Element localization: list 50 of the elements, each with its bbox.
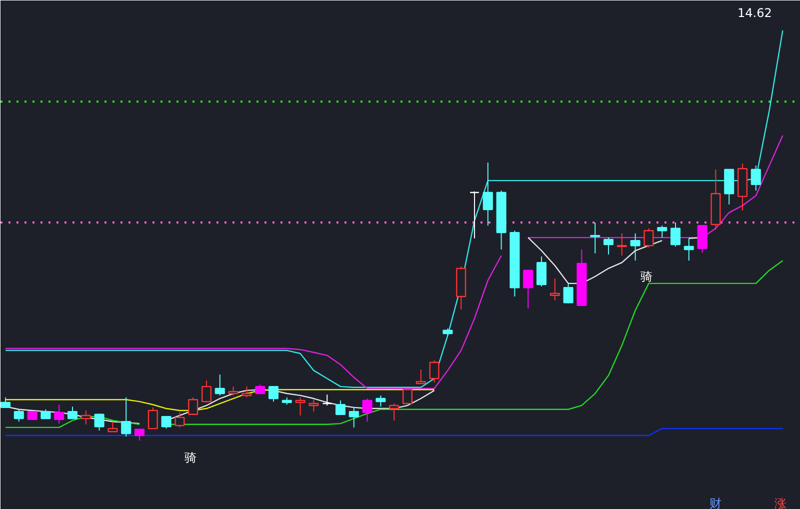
candlestick — [416, 369, 426, 384]
candlestick — [376, 394, 386, 408]
text: 14.62 — [738, 6, 772, 20]
candlestick — [54, 404, 64, 424]
text: 骑 — [184, 450, 196, 464]
candlestick — [590, 222, 600, 254]
candlestick — [14, 408, 24, 422]
candlestick — [214, 374, 225, 396]
candlestick — [670, 222, 681, 247]
candlestick — [630, 232, 640, 262]
candlestick — [94, 413, 104, 431]
candlestick — [322, 394, 332, 406]
candlestick — [389, 403, 400, 421]
candlestick — [523, 270, 534, 309]
candlestick — [644, 228, 654, 248]
candlestick — [0, 396, 11, 408]
candlestick — [268, 386, 279, 402]
text: 财 — [710, 496, 722, 509]
candlestick — [469, 190, 480, 239]
candlestick — [121, 396, 132, 438]
annotation: 骑 — [640, 270, 652, 284]
candlestick — [308, 399, 319, 412]
candlestick — [657, 225, 668, 238]
candlestick — [67, 406, 78, 420]
candlestick — [148, 406, 158, 430]
candlestick — [80, 410, 91, 425]
candlestick — [603, 237, 614, 256]
candlestick — [550, 278, 560, 301]
candlestick — [201, 380, 212, 403]
candlestick — [161, 416, 172, 430]
candlestick — [750, 165, 761, 192]
candlestick — [429, 360, 440, 383]
candlestick — [616, 232, 627, 256]
candlestick — [108, 421, 118, 432]
candlestick — [563, 282, 574, 304]
candlestick — [335, 400, 346, 415]
candlestick — [697, 225, 708, 254]
candlestick — [174, 412, 185, 428]
candlestick — [348, 406, 359, 428]
candlestick — [242, 386, 252, 398]
candlestick — [188, 396, 198, 415]
candlestick — [362, 398, 372, 422]
candlestick — [482, 162, 493, 226]
candlestick — [536, 256, 547, 287]
text: 涨 — [774, 496, 786, 509]
candlestick — [134, 428, 145, 441]
candlestick — [402, 389, 413, 404]
candlestick — [684, 238, 694, 262]
candlestick — [40, 408, 51, 420]
candlestick — [295, 396, 306, 416]
